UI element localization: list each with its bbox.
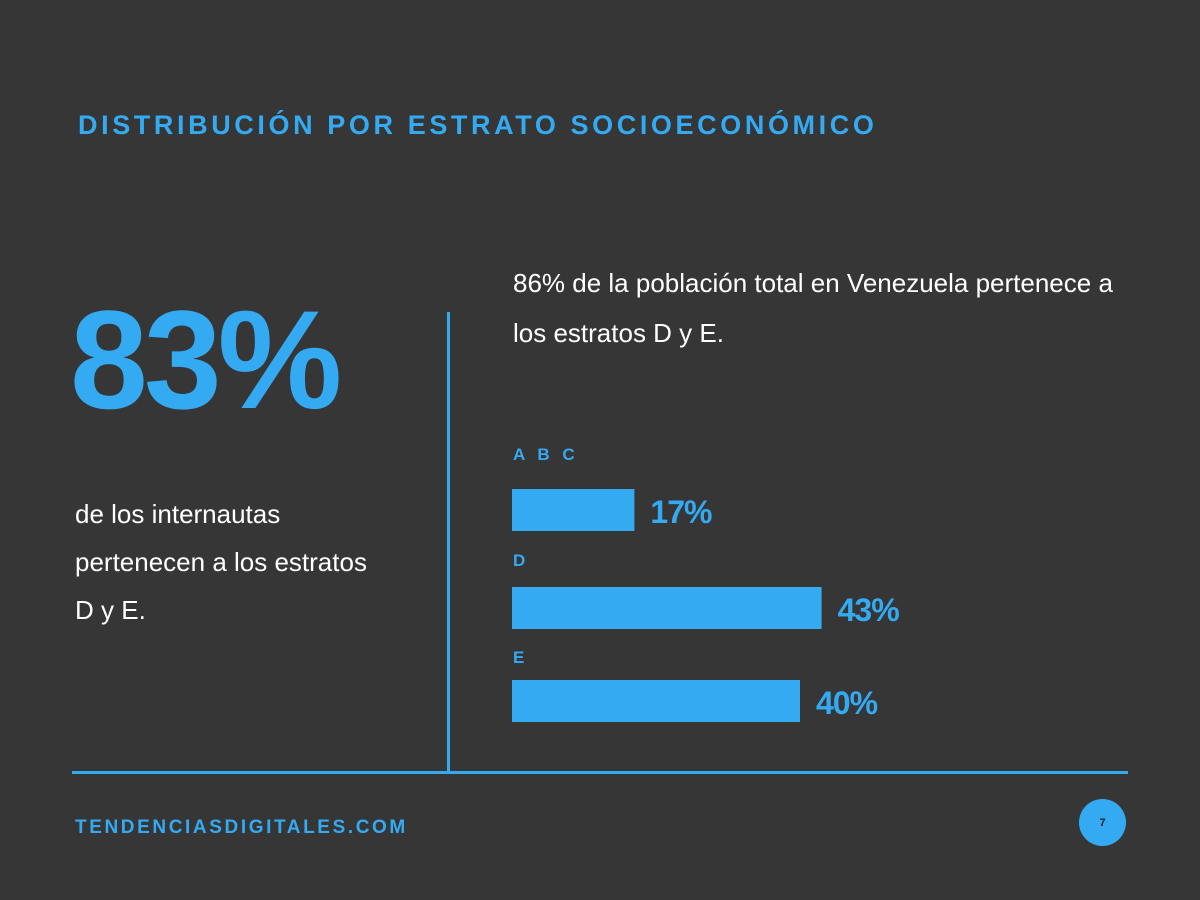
big-stat-description: de los internautas pertenecen a los estr…: [75, 499, 367, 625]
category-label-d: D: [513, 551, 529, 570]
category-label-e: E: [513, 648, 528, 667]
page-number-badge: 7: [1079, 799, 1126, 846]
horizontal-divider: [72, 771, 1128, 774]
population-note: 86% de la población total en Venezuela p…: [513, 268, 1113, 348]
value-label-abc: 17%: [650, 494, 712, 530]
big-stat-value: 83%: [70, 281, 342, 438]
bar-abc: [512, 489, 635, 531]
value-label-d: 43%: [838, 592, 900, 628]
vertical-divider: [447, 312, 450, 772]
footer-website: TENDENCIASDIGITALES.COM: [75, 817, 408, 838]
value-label-e: 40%: [816, 685, 878, 721]
page-title: DISTRIBUCIÓN POR ESTRATO SOCIOECONÓMICO: [78, 110, 878, 140]
category-label-abc: A B C: [513, 445, 579, 464]
bar-e: [512, 680, 800, 722]
bar-d: [512, 587, 822, 629]
